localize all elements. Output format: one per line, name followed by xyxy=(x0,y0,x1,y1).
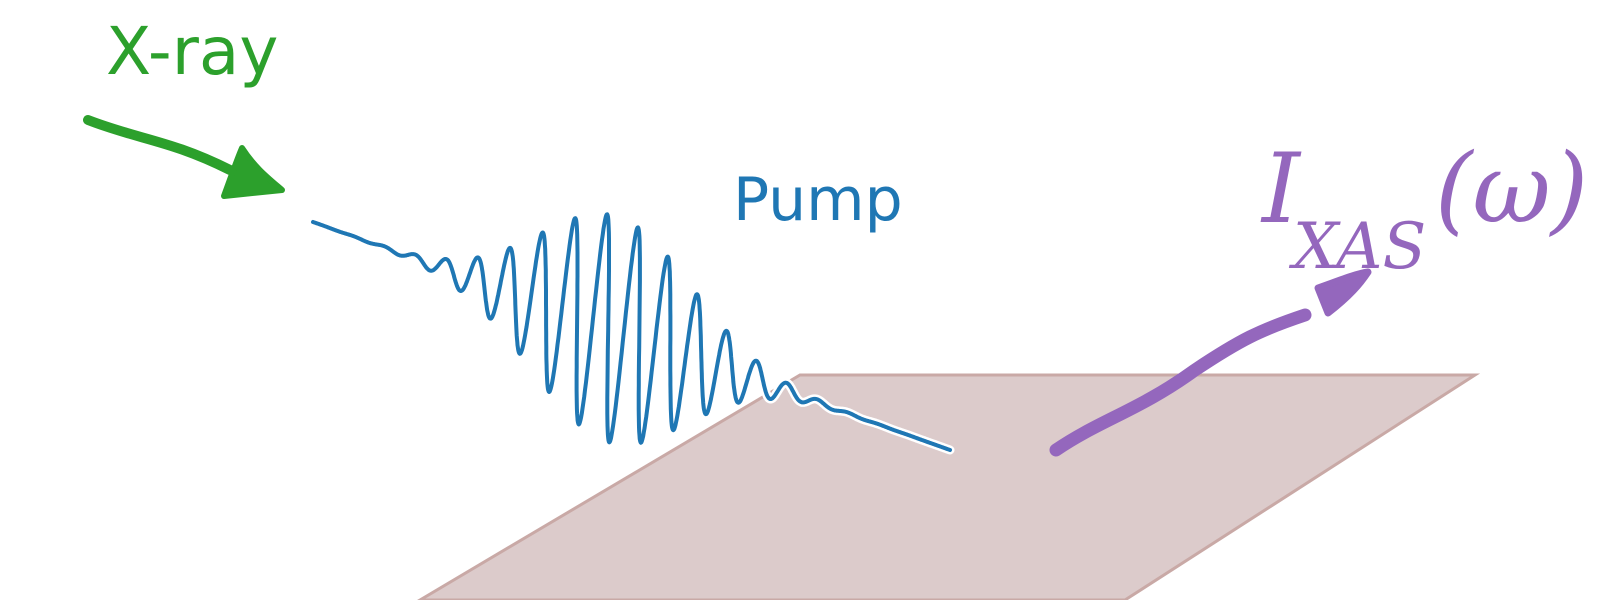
intensity-xas-label: I XAS (ω) xyxy=(1260,133,1588,284)
signal-arrow-head xyxy=(1314,268,1372,317)
sample-plane xyxy=(417,373,1481,600)
xray-label: X-ray xyxy=(106,13,278,90)
xas-subscript: XAS xyxy=(1288,210,1426,284)
xray-arrow-head xyxy=(221,145,285,199)
xray-arrow-shaft xyxy=(83,115,235,175)
frequency-argument: (ω) xyxy=(1435,133,1588,245)
pump-label: Pump xyxy=(733,165,903,235)
intensity-symbol: I xyxy=(1260,133,1302,245)
signal-arrow-shaft xyxy=(1049,308,1312,457)
pump-pulse-wave xyxy=(311,212,952,452)
